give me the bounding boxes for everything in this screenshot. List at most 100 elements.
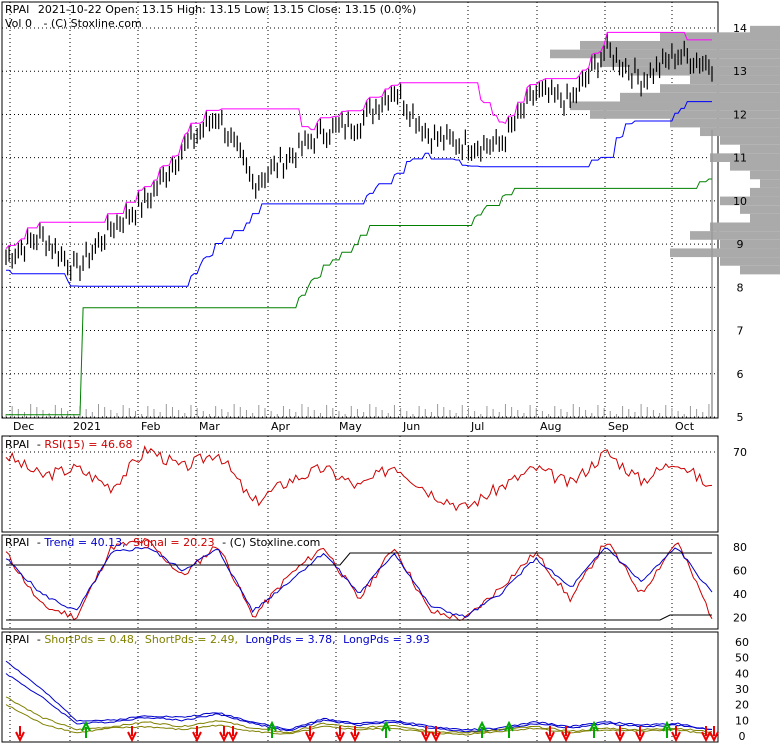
pds-tick-label: 0 — [739, 730, 746, 743]
up-arrow — [589, 720, 599, 738]
volume-profile-bar — [750, 170, 780, 180]
volume-profile-bar — [690, 75, 780, 85]
trend-tick-label: 80 — [733, 541, 747, 554]
volume-profile-bar — [670, 248, 780, 258]
volume-label: Vol 0 — [5, 17, 32, 30]
long-pds-2: LongPds = 3.93 — [343, 633, 430, 646]
header-copyright: - (C) Stoxline.com — [43, 17, 141, 30]
up-arrow — [662, 720, 672, 738]
down-arrow — [671, 726, 681, 743]
volume-profile-bar — [710, 222, 780, 232]
down-arrow — [127, 726, 137, 743]
month-label: Mar — [199, 420, 220, 433]
rsi-lines: 70 — [2, 445, 747, 512]
volume-profile-bar — [750, 25, 780, 35]
trend-header: RPAI - Trend = 40.13, Signal = 20.23 - (… — [5, 536, 320, 549]
month-label: Sep — [608, 420, 629, 433]
volume-profile-bar — [720, 196, 780, 206]
price-grid — [2, 2, 718, 742]
up-arrow — [267, 720, 277, 738]
pds-tick-label: 10 — [735, 714, 749, 727]
price-tick-label: 5 — [737, 411, 744, 424]
month-label: Dec — [13, 420, 34, 433]
trend-tick-label: 20 — [733, 611, 747, 624]
volume-profile-bar — [670, 118, 780, 128]
volume-profile-bar — [550, 49, 780, 59]
down-arrow — [350, 726, 360, 743]
volume-profile-bar — [720, 136, 780, 145]
volume-profile-bar — [750, 187, 780, 197]
down-arrow — [545, 726, 555, 743]
price-tick-label: 11 — [733, 152, 747, 165]
pds-tick-label: 30 — [735, 683, 749, 696]
price-tick-label: 8 — [737, 281, 744, 294]
pds-tick-label: 60 — [735, 636, 749, 649]
up-arrow — [504, 720, 514, 738]
volume-profile-bar — [570, 101, 780, 111]
pds-symbol: RPAI — [5, 633, 29, 646]
support-fast-line — [6, 101, 712, 287]
volume-profile-bar — [660, 32, 780, 41]
down-arrow — [709, 726, 719, 743]
down-arrow — [15, 726, 25, 743]
volume-profile-bar — [730, 161, 780, 171]
down-arrow — [192, 726, 202, 743]
volume-profile-bar — [760, 179, 780, 188]
price-tick-label: 12 — [733, 108, 747, 121]
header-ohlc: 2021-10-22 Open: 13.15 High: 13.15 Low: … — [38, 3, 416, 16]
volume-profile-bar — [700, 127, 780, 137]
down-arrow — [561, 726, 571, 743]
volume-profile-bar — [590, 110, 780, 119]
header-symbol: RPAI — [5, 3, 29, 16]
trend-tick-label: 40 — [733, 588, 747, 601]
volume-profile-bar — [710, 153, 780, 162]
month-label: Jul — [470, 420, 484, 433]
price-axis: 5 6 7 8 9 10 11 12 13 14 — [733, 22, 747, 424]
trend-line — [5, 547, 713, 618]
rsi-symbol: RPAI — [5, 438, 29, 451]
month-label: May — [339, 420, 362, 433]
down-arrow — [615, 726, 625, 743]
down-arrow — [228, 726, 238, 743]
short-pds-2: ShortPds = 2.49, — [145, 633, 238, 646]
trend-upper-band — [6, 552, 712, 566]
trend-copyright: - (C) Stoxline.com — [222, 536, 320, 549]
price-tick-label: 13 — [733, 65, 747, 78]
up-arrow — [477, 720, 487, 738]
price-tick-label: 7 — [737, 325, 744, 338]
short-pds-1: ShortPds = 0.48, — [44, 633, 137, 646]
month-label: Jun — [402, 420, 420, 433]
volume-profile-bar — [740, 144, 780, 154]
rsi-line — [5, 445, 713, 512]
down-arrow — [635, 726, 645, 743]
volume-profile-bar — [720, 257, 780, 266]
long-pds-1: LongPds = 3.78, — [245, 633, 335, 646]
up-arrow — [81, 720, 91, 738]
up-arrow — [381, 720, 391, 738]
down-arrow — [305, 726, 315, 743]
trend-value: Trend = 40.13, — [43, 536, 125, 549]
down-arrow — [431, 726, 441, 743]
header-info: RPAI 2021-10-22 Open: 13.15 High: 13.15 … — [5, 3, 416, 16]
volume-profile-bar — [720, 239, 780, 249]
price-tick-label: 6 — [737, 368, 744, 381]
pds-tick-label: 50 — [735, 652, 749, 665]
trend-tick-label: 60 — [733, 564, 747, 577]
month-label: Aug — [540, 420, 561, 433]
volume-profile-bar — [690, 231, 780, 240]
pds-tick-label: 20 — [735, 699, 749, 712]
price-tick-label: 10 — [733, 195, 747, 208]
trend-lines: 20 40 60 80 — [5, 538, 747, 624]
signal-arrows — [15, 720, 719, 743]
price-tick-label: 9 — [737, 238, 744, 251]
volume-bars — [5, 130, 713, 417]
down-arrow — [701, 726, 711, 743]
month-label: Oct — [675, 420, 695, 433]
volume-profile-bar — [660, 84, 780, 93]
trend-symbol: RPAI — [5, 536, 29, 549]
volume-profile-bar — [740, 265, 780, 275]
trend-lower-band — [6, 614, 712, 621]
rsi-value: RSI(15) = 46.68 — [44, 438, 132, 451]
down-arrow — [335, 726, 345, 743]
rsi-tick-label: 70 — [733, 446, 747, 459]
